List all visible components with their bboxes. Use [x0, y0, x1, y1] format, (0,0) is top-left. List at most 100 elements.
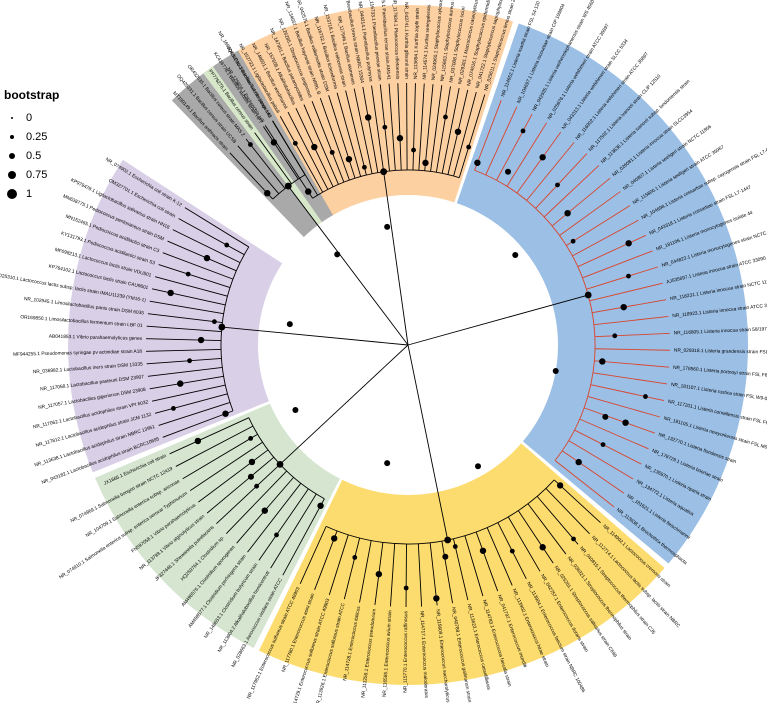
branch	[158, 401, 231, 426]
bootstrap-node	[270, 139, 278, 146]
branch	[561, 450, 625, 494]
legend-item-0: 0	[4, 108, 64, 127]
branch	[592, 372, 668, 385]
bootstrap-node	[396, 134, 404, 142]
branch	[237, 145, 280, 194]
branch	[303, 104, 339, 185]
bootstrap-node	[643, 394, 648, 399]
branch	[270, 493, 317, 569]
branch	[551, 177, 611, 227]
branch	[430, 85, 443, 172]
bootstrap-node	[626, 273, 631, 279]
bootstrap-node	[571, 536, 576, 542]
branch	[507, 516, 541, 572]
bootstrap-node	[509, 548, 515, 554]
legend-dot-icon	[4, 134, 20, 139]
bootstrap-node	[274, 532, 279, 538]
legend-item-0-5: 0.5	[4, 146, 64, 165]
branch	[319, 97, 350, 181]
branch	[429, 542, 438, 606]
tip-label: NR_116585.1 Enterococcus avium strain	[382, 610, 394, 697]
bootstrap-node	[311, 143, 318, 151]
branch	[535, 153, 588, 209]
bootstrap-node	[362, 164, 367, 170]
bootstrap-node	[222, 410, 229, 417]
branch	[353, 88, 373, 174]
branch	[167, 240, 237, 272]
bootstrap-node	[331, 535, 338, 542]
bootstrap-node	[177, 380, 184, 387]
legend-label: 0	[26, 111, 33, 124]
bootstrap-node	[194, 437, 202, 445]
branch	[559, 191, 621, 236]
bootstrap-node	[612, 333, 618, 339]
bootstrap-node	[292, 407, 299, 413]
branch	[263, 126, 299, 180]
branch	[198, 449, 269, 503]
branch	[245, 138, 286, 189]
branch	[592, 299, 667, 314]
bootstrap-node	[564, 209, 571, 217]
branch	[343, 537, 361, 600]
branch	[526, 142, 575, 201]
branch	[506, 122, 548, 187]
branch	[328, 95, 356, 179]
branch	[147, 366, 223, 377]
tip-label: NR_114574.1 Kurthia senegalensis	[422, 4, 433, 80]
branch	[282, 498, 325, 576]
branch	[371, 85, 385, 172]
branch	[149, 375, 224, 390]
branch	[345, 90, 367, 176]
branch	[390, 543, 396, 607]
legend-item-1: 1	[4, 184, 64, 203]
branch	[568, 440, 634, 480]
bootstrap-node	[384, 460, 391, 467]
tip-label: MF944255.1 Pseudomonas syringae pv actin…	[13, 349, 143, 358]
bootstrap-node	[384, 223, 391, 230]
branch	[162, 252, 234, 280]
branch	[516, 131, 562, 194]
branch	[147, 313, 223, 324]
branch	[182, 433, 258, 480]
bootstrap-node	[575, 458, 582, 466]
bootstrap-node	[552, 368, 559, 375]
branch	[154, 276, 228, 297]
branch	[258, 488, 309, 561]
branch	[583, 407, 655, 434]
bootstrap-node	[444, 536, 452, 544]
branch	[517, 510, 554, 564]
branch	[328, 534, 349, 596]
legend-label: 1	[26, 187, 33, 200]
branch	[453, 538, 469, 601]
bootstrap-node	[602, 413, 609, 420]
branch	[169, 417, 249, 455]
bootstrap-node	[520, 128, 526, 134]
branch	[272, 120, 306, 175]
bootstrap-node	[329, 149, 335, 155]
branch	[475, 531, 499, 592]
branch	[172, 229, 241, 264]
branch	[362, 86, 379, 173]
bootstrap-node	[505, 168, 511, 175]
branch	[441, 87, 460, 174]
bootstrap-legend: bootstrap 0 0.25 0.5 0.75 1	[4, 88, 64, 203]
branch	[587, 395, 661, 418]
bootstrap-node	[197, 336, 205, 344]
branch	[184, 207, 250, 248]
branch	[582, 250, 653, 279]
tip-label: NR_117934.1 Planococcus rifietoensis	[391, 0, 400, 80]
branch	[162, 410, 234, 438]
branch	[247, 483, 302, 553]
bootstrap-node	[380, 168, 388, 176]
branch	[418, 83, 425, 171]
branch	[417, 543, 423, 607]
bootstrap-node	[284, 182, 292, 190]
branch	[485, 106, 518, 176]
branch	[579, 418, 649, 450]
bootstrap-node	[203, 254, 211, 262]
branch	[254, 132, 292, 184]
bootstrap-node	[570, 238, 576, 244]
branch	[496, 113, 533, 181]
branch	[311, 101, 345, 183]
